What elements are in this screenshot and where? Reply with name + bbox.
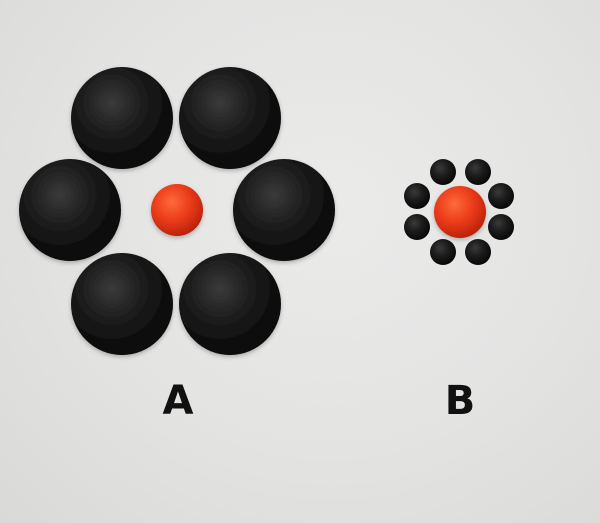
- figure-b-label: B: [444, 378, 476, 424]
- outer-circle: [488, 183, 514, 209]
- outer-circle: [430, 159, 456, 185]
- outer-circle: [404, 214, 430, 240]
- figure-a: [19, 67, 335, 355]
- outer-circle: [233, 159, 335, 261]
- outer-circle: [430, 239, 456, 265]
- center-circle: [151, 184, 203, 236]
- outer-circle: [465, 239, 491, 265]
- outer-circle: [488, 214, 514, 240]
- outer-circle: [71, 253, 173, 355]
- outer-circle: [71, 67, 173, 169]
- outer-circle: [19, 159, 121, 261]
- outer-circle: [404, 183, 430, 209]
- outer-circle: [465, 159, 491, 185]
- outer-circle: [179, 67, 281, 169]
- figure-a-label: A: [162, 378, 194, 424]
- outer-circle: [179, 253, 281, 355]
- figure-b: [404, 159, 514, 265]
- center-circle: [434, 186, 486, 238]
